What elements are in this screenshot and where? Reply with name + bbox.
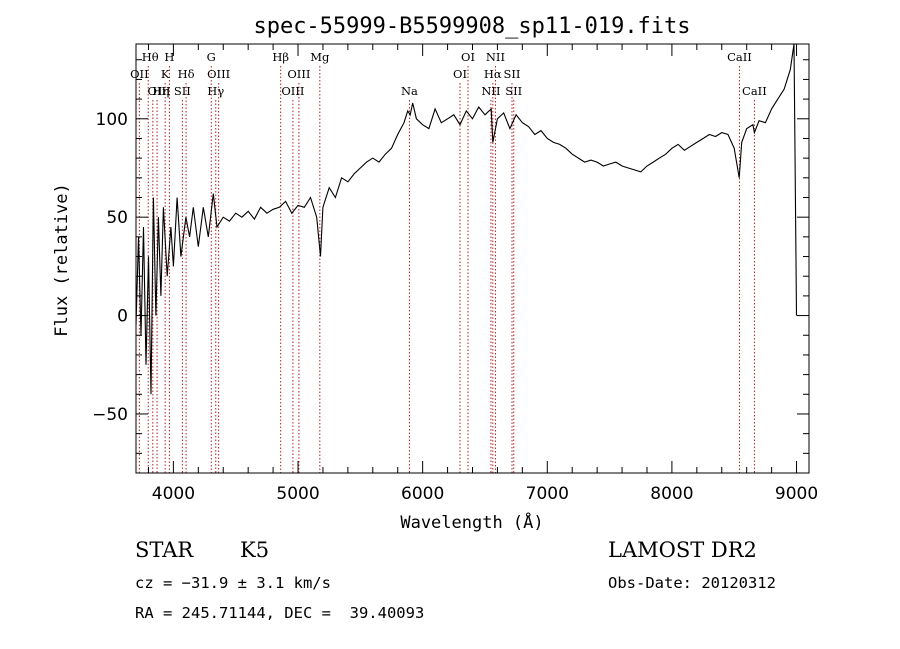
spectral-line-label: K xyxy=(161,67,170,81)
spectral-line-label: SII xyxy=(174,84,191,98)
coordinates: RA = 245.71144, DEC = 39.40093 xyxy=(135,604,425,622)
object-subclass: K5 xyxy=(240,538,270,562)
chart-title: spec-55999-B5599908_sp11-019.fits xyxy=(253,14,690,39)
spectral-line-label: OIII xyxy=(207,67,230,81)
spectral-line-label: Hδ xyxy=(178,67,195,81)
spectral-line-label: OII xyxy=(130,67,149,81)
redshift-cz: cz = −31.9 ± 3.1 km/s xyxy=(135,574,331,592)
spectral-line-label: Hη xyxy=(152,84,169,98)
spectral-line-label: Hβ xyxy=(272,50,289,64)
spectral-line-label: SII xyxy=(505,84,522,98)
spectral-line-label: OIII xyxy=(148,84,171,98)
x-tick-label: 8000 xyxy=(650,484,693,504)
spectral-line-markers xyxy=(138,66,755,473)
spectral-line-label: Hγ xyxy=(207,84,224,98)
spectral-line-label: H xyxy=(164,50,174,64)
x-axis-ticks: 4000 5000 6000 7000 8000 9000 xyxy=(147,44,818,504)
x-tick-label: 4000 xyxy=(152,484,195,504)
spectral-line-label: OIII xyxy=(287,67,310,81)
spectral-line-label: NII xyxy=(481,84,500,98)
y-tick-label: 50 xyxy=(106,208,128,228)
spectral-line-label: OI xyxy=(453,67,467,81)
observation-date: Obs-Date: 20120312 xyxy=(608,574,776,592)
spectrum-series-line xyxy=(135,43,798,395)
spectral-line-label: CaII xyxy=(727,50,752,64)
y-axis-ticks: −50 0 50 100 xyxy=(92,59,809,454)
spectral-line-label: SII xyxy=(504,67,521,81)
x-tick-label: 9000 xyxy=(775,484,818,504)
spectral-line-label: CaII xyxy=(742,84,767,98)
plot-frame xyxy=(135,43,810,474)
x-axis-label: Wavelength (Å) xyxy=(400,511,543,533)
spectral-line-label: OIII xyxy=(281,84,304,98)
object-class: STAR xyxy=(135,538,194,562)
x-tick-label: 6000 xyxy=(401,484,444,504)
spectral-line-label: G xyxy=(207,50,216,64)
spectral-line-label: NII xyxy=(486,50,505,64)
y-axis-label: Flux (relative) xyxy=(52,183,72,337)
y-tick-label: −50 xyxy=(92,405,128,425)
y-tick-label: 0 xyxy=(117,307,128,327)
survey-name: LAMOST DR2 xyxy=(608,538,757,562)
y-tick-label: 100 xyxy=(96,110,128,130)
spectral-line-label: Hα xyxy=(484,67,502,81)
spectral-line-label: Hθ xyxy=(142,50,159,64)
spectral-line-label: Na xyxy=(401,84,418,98)
spectral-line-label: Mg xyxy=(310,50,330,64)
x-tick-label: 7000 xyxy=(526,484,569,504)
x-tick-label: 5000 xyxy=(276,484,319,504)
spectral-line-label: OI xyxy=(461,50,475,64)
